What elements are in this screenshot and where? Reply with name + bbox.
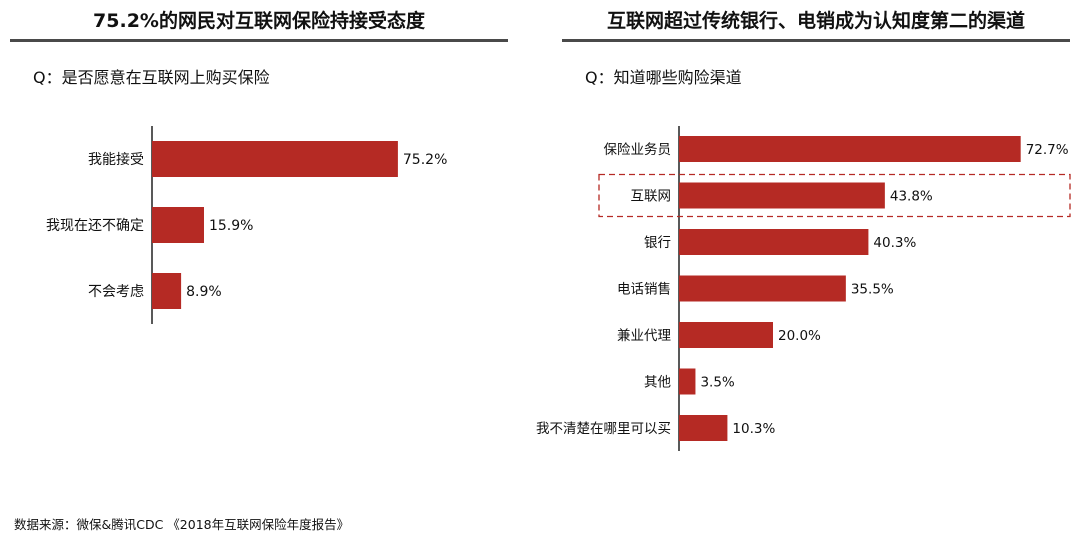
right-value-label: 35.5% xyxy=(851,282,894,298)
left-category-label: 我能接受 xyxy=(88,151,144,168)
right-category-label: 保险业务员 xyxy=(604,142,672,158)
right-value-label: 10.3% xyxy=(732,421,775,437)
right-bar xyxy=(679,229,869,255)
right-title-divider xyxy=(562,39,1070,42)
right-bar xyxy=(679,136,1021,162)
left-bar-chart: 我能接受 75.2% 我现在还不确定 15.9% 不会考虑 8.9% xyxy=(46,126,447,324)
right-category-label: 其他 xyxy=(644,375,671,391)
right-bar xyxy=(679,368,696,395)
left-value-label: 75.2% xyxy=(403,152,447,168)
right-chart-title: 互联网超过传统银行、电销成为认知度第二的渠道 xyxy=(606,10,1025,32)
right-value-label: 20.0% xyxy=(778,328,821,344)
right-category-label: 互联网 xyxy=(631,189,672,205)
left-value-label: 8.9% xyxy=(186,284,222,300)
right-category-label: 银行 xyxy=(644,235,671,251)
right-category-label: 电话销售 xyxy=(617,282,671,298)
right-category-label: 我不清楚在哪里可以买 xyxy=(536,421,671,437)
data-source-note: 数据来源：微保&腾讯CDC 《2018年互联网保险年度报告》 xyxy=(14,517,350,532)
left-value-label: 15.9% xyxy=(209,218,253,234)
left-category-label: 不会考虑 xyxy=(88,284,144,300)
right-bar xyxy=(679,415,728,441)
left-bar xyxy=(152,207,204,243)
right-category-label: 兼业代理 xyxy=(617,328,671,344)
right-value-label: 43.8% xyxy=(890,189,933,205)
right-value-label: 40.3% xyxy=(873,235,916,251)
right-bar xyxy=(679,322,773,348)
right-value-label: 3.5% xyxy=(700,375,734,391)
right-chart-question: Q：知道哪些购险渠道 xyxy=(585,68,742,87)
left-title-divider xyxy=(10,39,508,42)
right-value-label: 72.7% xyxy=(1026,142,1069,158)
left-bar xyxy=(152,273,182,309)
left-bar xyxy=(152,141,398,177)
left-chart-question: Q：是否愿意在互联网上购买保险 xyxy=(33,68,270,87)
left-category-label: 我现在还不确定 xyxy=(46,218,144,234)
right-bar xyxy=(679,182,885,209)
right-bar xyxy=(679,275,846,302)
right-highlight-box xyxy=(598,173,1071,218)
left-chart-title: 75.2%的网民对互联网保险持接受态度 xyxy=(93,10,425,32)
